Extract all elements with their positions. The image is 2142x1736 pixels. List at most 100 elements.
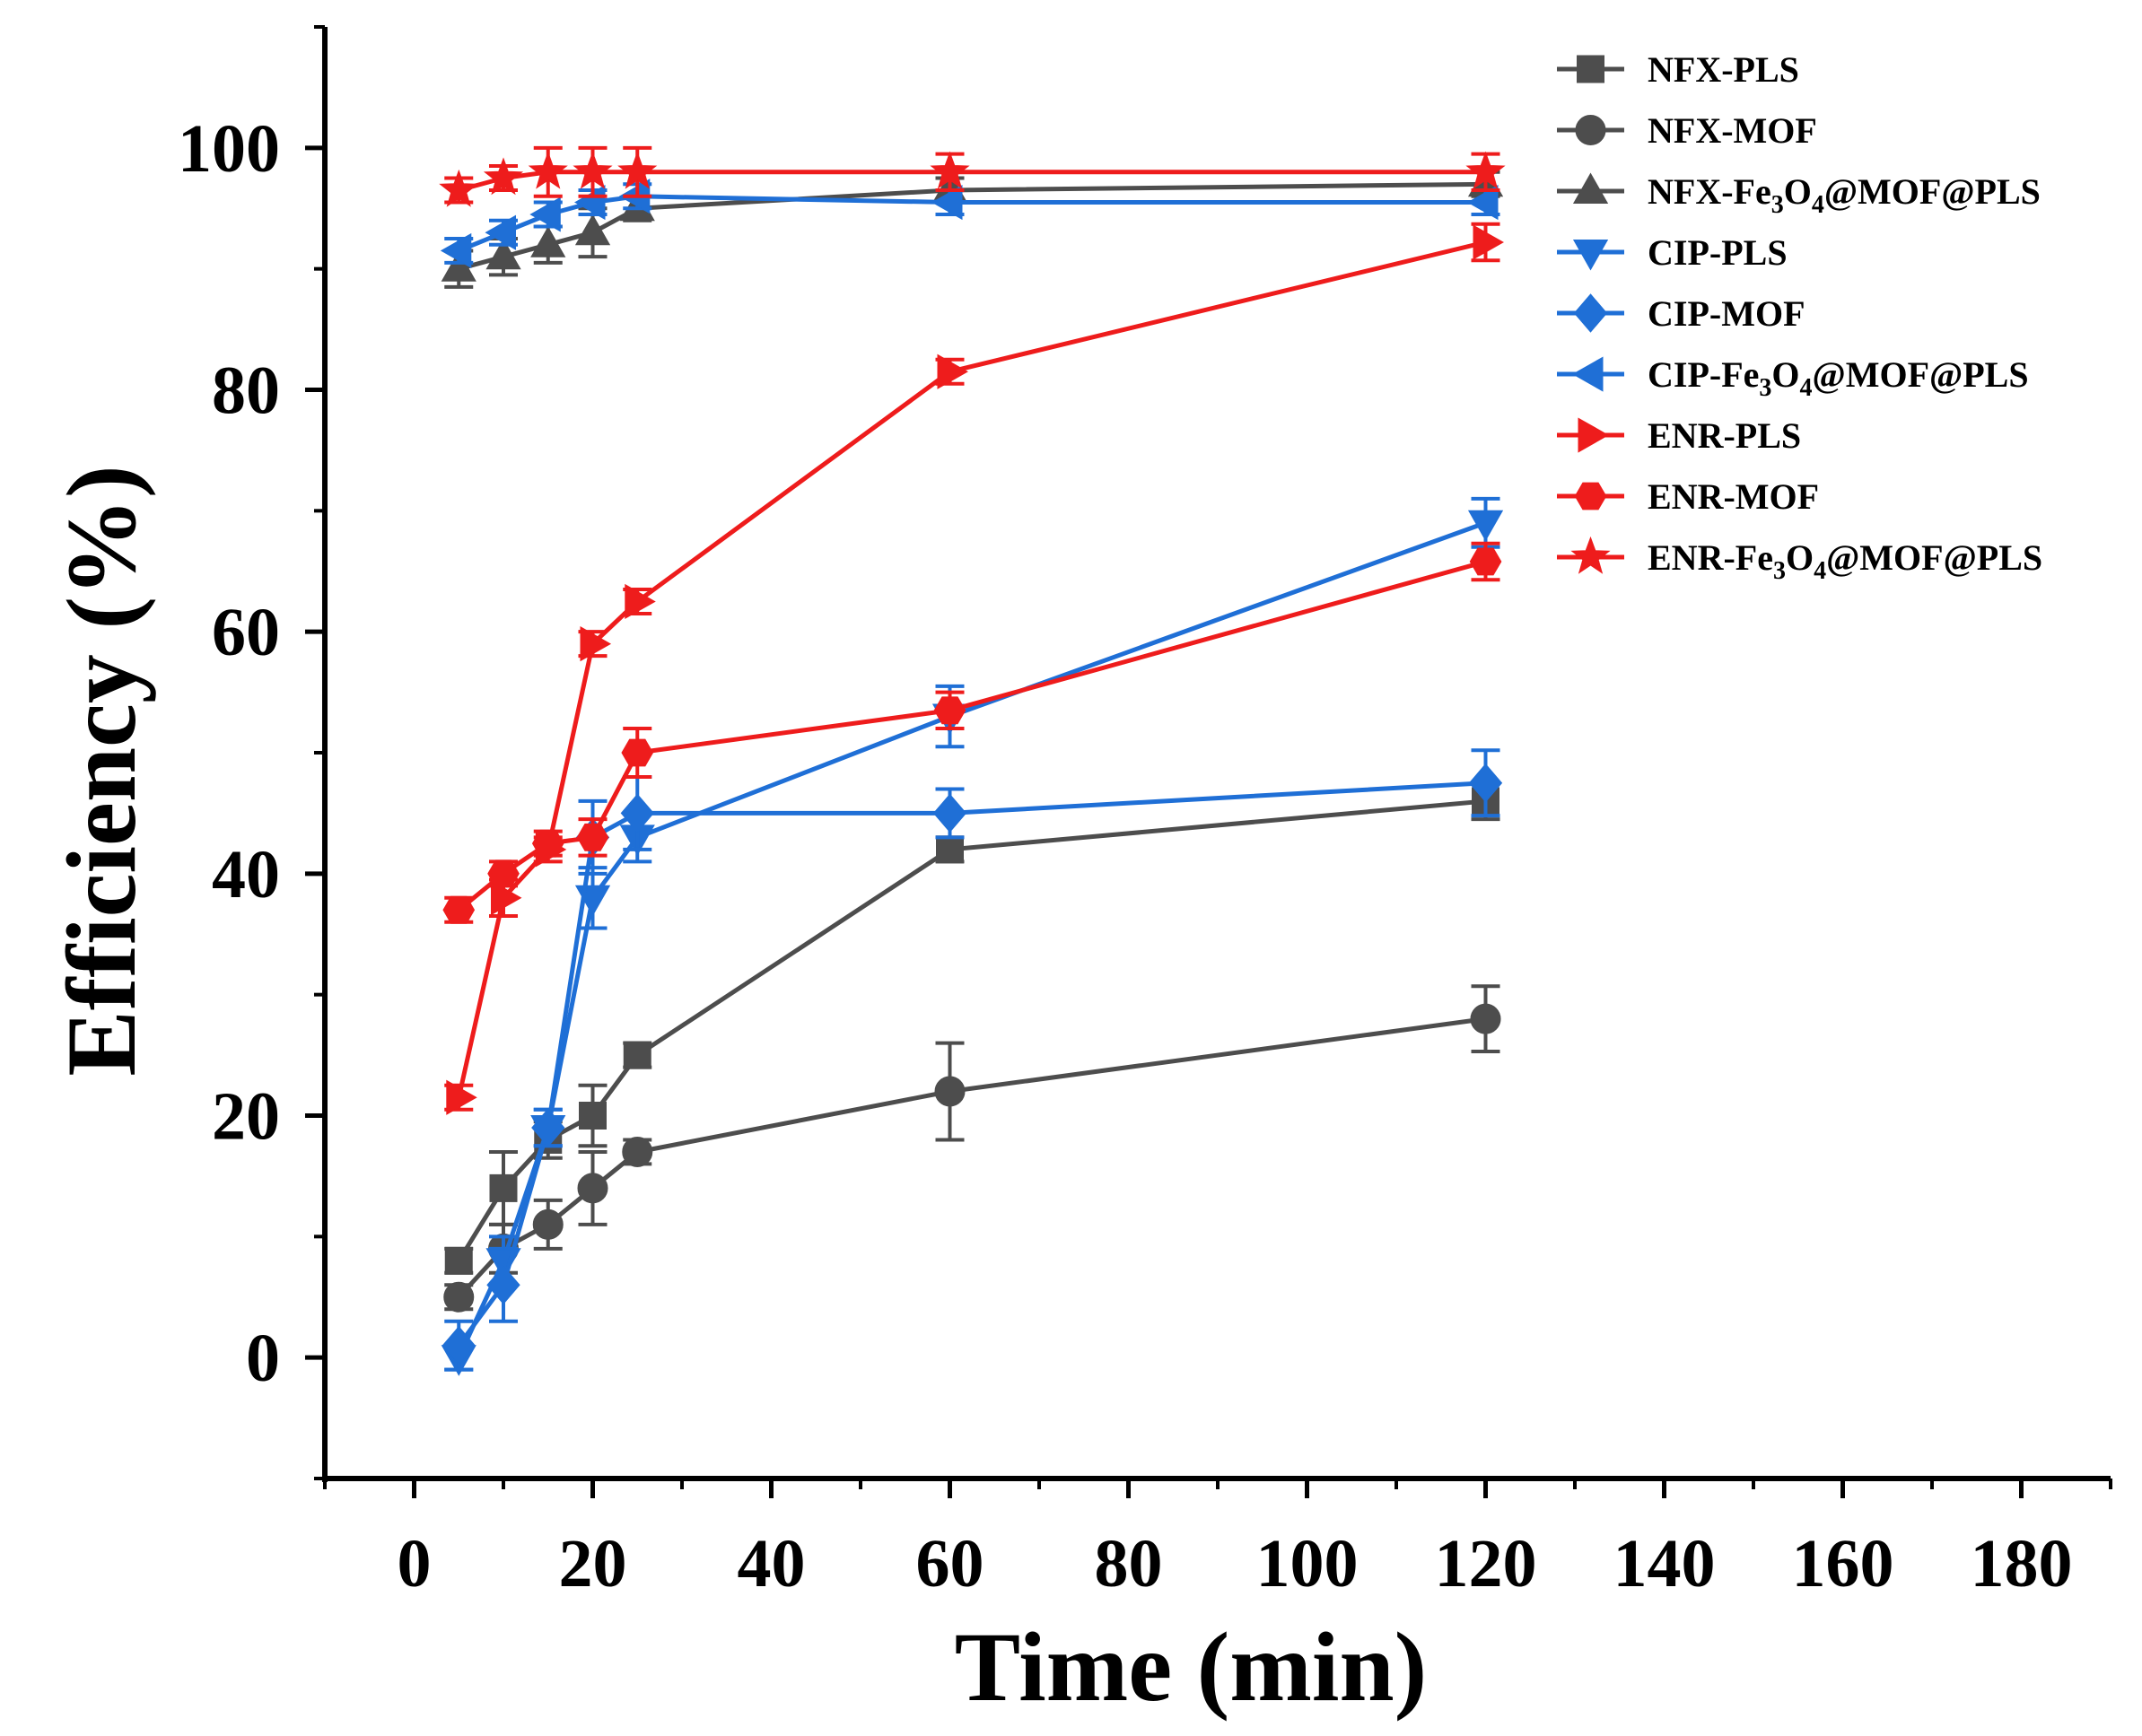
diamond-marker	[486, 1265, 520, 1305]
y-axis: 0 20 40 60 80 100	[178, 25, 325, 1480]
triangle-up-marker	[485, 238, 521, 270]
y-tick-label: 0	[246, 1321, 280, 1396]
series-cip-fe3o4-mof-pls	[440, 179, 1500, 269]
triangle-right-marker	[446, 1079, 477, 1115]
plot-frame	[322, 27, 2111, 1482]
hexagon-marker	[442, 895, 476, 924]
label-text: ENR-Fe	[1648, 537, 1773, 578]
legend-label: NFX-PLS	[1648, 49, 1799, 90]
triangle-right-marker	[1578, 417, 1610, 453]
circle-marker	[622, 1136, 653, 1167]
star-marker	[573, 151, 613, 189]
legend-item-cip-fe3o4-mof-pls: CIP-Fe3O4@MOF@PLS	[1557, 354, 2029, 402]
triangle-left-marker	[1571, 356, 1604, 392]
y-tick-label: 100	[178, 111, 280, 187]
legend-item-nfx-fe3o4-mof-pls: NFX-Fe3O4@MOF@PLS	[1557, 171, 2041, 219]
star-marker	[439, 169, 479, 207]
square-marker	[623, 1041, 651, 1069]
x-tick-label: 140	[1613, 1526, 1716, 1601]
star-marker	[1570, 536, 1611, 574]
series-line	[458, 181, 1486, 272]
legend: NFX-PLSNFX-MOFNFX-Fe3O4@MOF@PLSCIP-PLSCI…	[1557, 49, 2042, 585]
x-tick-label: 20	[559, 1526, 627, 1601]
y-tick-label: 40	[212, 837, 280, 912]
star-marker	[483, 157, 524, 196]
legend-item-enr-fe3o4-mof-pls: ENR-Fe3O4@MOF@PLS	[1557, 536, 2042, 585]
triangle-up-marker	[530, 226, 566, 257]
x-axis-title: Time (min)	[955, 1612, 1428, 1722]
diamond-marker	[531, 1108, 565, 1147]
series-enr-pls	[444, 222, 1505, 1115]
series-line	[457, 559, 1487, 912]
x-tick-label: 0	[398, 1526, 432, 1601]
circle-marker	[1470, 1003, 1501, 1034]
series-nfx-mof	[443, 984, 1501, 1313]
label-text: NFX-Fe	[1648, 171, 1771, 212]
legend-label: CIP-Fe3O4@MOF@PLS	[1648, 354, 2029, 402]
triangle-left-marker	[573, 184, 606, 221]
square-marker	[444, 1246, 473, 1275]
legend-item-enr-mof: ENR-MOF	[1557, 476, 1819, 517]
legend-item-nfx-pls: NFX-PLS	[1557, 49, 1799, 90]
hexagon-marker	[487, 859, 520, 888]
label-text: NFX-MOF	[1648, 110, 1817, 151]
hexagon-marker	[576, 823, 609, 851]
x-tick-label: 40	[738, 1526, 806, 1601]
series-line	[457, 1016, 1486, 1299]
series-enr-mof	[442, 541, 1502, 924]
label-text: CIP-Fe	[1648, 354, 1759, 395]
legend-label: NFX-MOF	[1648, 110, 1817, 151]
legend-label: CIP-PLS	[1648, 232, 1788, 273]
legend-item-enr-pls: ENR-PLS	[1557, 415, 1801, 456]
star-marker	[617, 151, 658, 189]
triangle-left-marker	[529, 196, 561, 232]
square-marker	[936, 835, 964, 864]
y-tick-label: 20	[212, 1079, 280, 1155]
x-tick-label: 120	[1435, 1526, 1537, 1601]
legend-label: ENR-MOF	[1648, 476, 1819, 517]
series-layer	[439, 145, 1506, 1376]
subscript: 4	[1800, 374, 1813, 402]
circle-marker	[577, 1173, 608, 1204]
hexagon-marker	[531, 829, 564, 858]
circle-marker	[1575, 115, 1606, 145]
triangle-left-marker	[931, 184, 963, 221]
series-line	[457, 520, 1487, 1359]
hexagon-marker	[1574, 482, 1607, 510]
triangle-right-marker	[1473, 224, 1505, 260]
subscript: 3	[1771, 191, 1784, 219]
label-text: CIP-MOF	[1648, 293, 1805, 334]
x-tick-label: 100	[1256, 1526, 1359, 1601]
series-enr-fe3o4-mof-pls	[439, 145, 1506, 207]
legend-label: ENR-Fe3O4@MOF@PLS	[1648, 537, 2042, 585]
label-text: O	[1786, 537, 1814, 578]
diamond-marker	[1573, 293, 1608, 333]
legend-item-cip-pls: CIP-PLS	[1557, 232, 1788, 273]
y-axis-title: Efficiency (%)	[47, 465, 156, 1076]
legend-item-cip-mof: CIP-MOF	[1557, 293, 1805, 334]
x-tick-label: 80	[1095, 1526, 1163, 1601]
triangle-down-marker	[1467, 510, 1504, 542]
y-tick-label: 80	[212, 353, 280, 429]
label-text: ENR-MOF	[1648, 476, 1819, 517]
hexagon-marker	[1469, 547, 1502, 576]
x-tick-label: 180	[1971, 1526, 2073, 1601]
hexagon-marker	[621, 738, 654, 767]
label-text: @MOF@PLS	[1826, 537, 2042, 578]
triangle-right-marker	[937, 353, 969, 389]
subscript: 3	[1759, 374, 1771, 402]
circle-marker	[443, 1281, 475, 1313]
legend-label: NFX-Fe3O4@MOF@PLS	[1648, 171, 2041, 219]
diamond-marker	[442, 1325, 476, 1365]
x-tick-label: 160	[1792, 1526, 1894, 1601]
legend-label: CIP-MOF	[1648, 293, 1805, 334]
triangle-up-marker	[441, 250, 476, 282]
label-text: NFX-PLS	[1648, 49, 1799, 90]
legend-item-nfx-mof: NFX-MOF	[1557, 110, 1817, 151]
label-text: O	[1771, 354, 1799, 395]
triangle-down-marker	[1572, 240, 1609, 271]
series-line	[456, 240, 1487, 1098]
triangle-right-marker	[625, 583, 656, 620]
diamond-marker	[932, 793, 967, 833]
star-marker	[528, 151, 568, 189]
